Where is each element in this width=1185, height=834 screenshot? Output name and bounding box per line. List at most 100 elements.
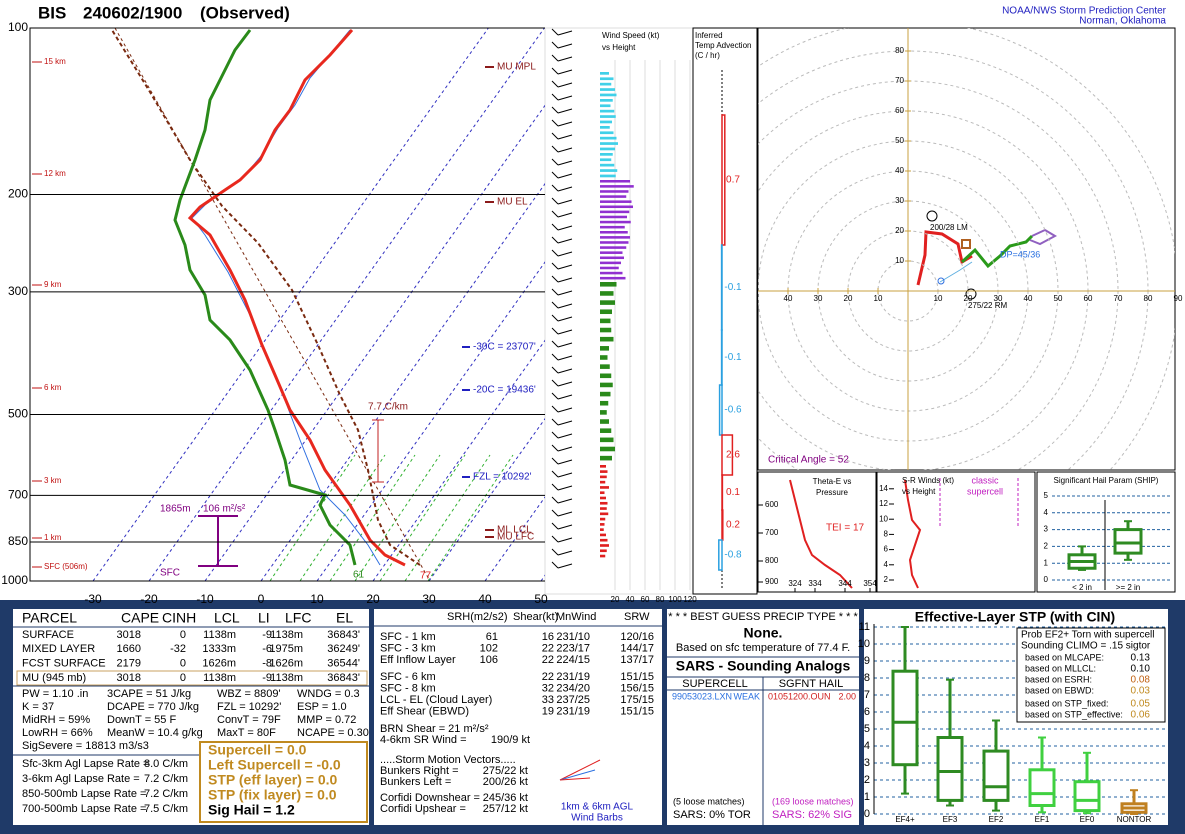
barb — [557, 277, 573, 283]
label: 1333m — [202, 643, 236, 655]
barb — [557, 355, 573, 361]
ship-tick: 2 — [1044, 542, 1049, 551]
label: SARS: 62% SIG — [772, 809, 852, 821]
label: Shear(kt) — [513, 611, 558, 623]
label: SRW — [624, 611, 650, 623]
temp-tick-label: 30 — [422, 592, 436, 606]
isotherm — [260, 182, 545, 581]
label: 120/16 — [620, 631, 654, 643]
speed-bar — [600, 276, 626, 280]
label: 22 — [542, 654, 554, 666]
barb — [557, 121, 573, 127]
label: -8 — [262, 658, 272, 670]
label: Theta-E vs — [813, 477, 852, 486]
advection-label: -0.1 — [724, 352, 742, 363]
label: 7.7 C/km — [368, 402, 408, 413]
barb — [557, 407, 573, 413]
label: ConvT = 79F — [217, 714, 281, 726]
temp-tick-label: -20 — [140, 592, 158, 606]
temp-tick-label: 50 — [534, 592, 548, 606]
label: Temp Advection — [695, 41, 751, 50]
speed-bar — [600, 180, 630, 183]
speed-bar — [600, 82, 612, 86]
hodo-x-tick: 90 — [1174, 294, 1183, 303]
label: 1km & 6km AGL — [561, 802, 634, 813]
stp-box — [982, 749, 1010, 802]
label: 175/15 — [620, 694, 654, 706]
stp-tick: 0 — [864, 808, 870, 820]
barb — [557, 147, 573, 153]
label: 144/17 — [620, 642, 654, 654]
speed-tick-label: 100 — [668, 595, 682, 604]
label: CINH — [162, 610, 196, 626]
label: 0.13 — [1131, 653, 1151, 664]
label: BIS — [38, 3, 66, 22]
label: based on MLCAPE: — [1025, 652, 1104, 662]
barb — [557, 329, 573, 335]
label: SGFNT HAIL — [779, 678, 844, 690]
mixing-line — [427, 454, 514, 581]
barb — [551, 548, 559, 556]
temp-tick-label: 20 — [366, 592, 380, 606]
barb — [557, 316, 573, 322]
stp-tick: 3 — [864, 757, 870, 769]
label: 22 — [542, 642, 554, 654]
barb — [551, 353, 559, 361]
stp-tick: 2 — [864, 774, 870, 786]
speed-bar — [600, 507, 607, 510]
label: DP=45/36 — [1000, 249, 1040, 259]
barb — [551, 327, 559, 335]
label: LCL — [214, 610, 240, 626]
speed-bar — [600, 77, 614, 81]
parcel-trace — [111, 29, 421, 566]
dp-marker — [937, 277, 945, 285]
speed-bar — [600, 533, 606, 537]
speed-bar — [600, 136, 617, 140]
vector — [559, 777, 591, 781]
advection-label: -0.1 — [724, 282, 742, 293]
speed-bar — [600, 465, 606, 468]
barb — [557, 537, 573, 543]
label: 237/25 — [556, 694, 590, 706]
stp-tick: 11 — [859, 621, 870, 633]
barb — [557, 199, 573, 205]
label: MnWind — [556, 611, 596, 623]
label: 99053023.LXN — [672, 691, 732, 701]
label: MU EL — [497, 197, 528, 208]
speed-bar — [600, 480, 606, 484]
speed-bar — [600, 131, 614, 135]
label: 1626m — [202, 658, 236, 670]
label: 9 km — [44, 280, 62, 289]
speed-bar — [600, 318, 611, 324]
hodo-x-tick: 10 — [874, 294, 883, 303]
barb — [551, 405, 559, 413]
mean-wind — [961, 239, 971, 249]
label: 36249' — [327, 643, 360, 655]
advection-label: 0.7 — [726, 175, 740, 186]
barb — [551, 210, 559, 218]
label: 223/17 — [556, 642, 590, 654]
label: 33 — [542, 694, 554, 706]
barb — [551, 509, 559, 517]
label: 7.5 C/km — [144, 803, 188, 815]
label: Wind Speed (kt) — [602, 31, 660, 40]
label: MU (945 mb) — [22, 672, 86, 684]
label: NOAA/NWS Storm Prediction Center — [1002, 6, 1167, 17]
barb — [551, 197, 559, 205]
label: 77 — [420, 571, 432, 582]
pressure-tick-label: 500 — [8, 407, 28, 421]
barb — [557, 550, 573, 556]
label: 0 — [180, 658, 186, 670]
label: MidRH = 59% — [22, 714, 90, 726]
advection-bar — [721, 114, 726, 246]
speed-bar — [600, 549, 607, 553]
pressure-tick-label: 200 — [8, 187, 28, 201]
label: SFC - 1 km — [380, 631, 436, 643]
hodo-x-tick: 80 — [1144, 294, 1153, 303]
speed-bar — [600, 225, 625, 229]
barb — [551, 483, 559, 491]
label: MaxT = 80F — [217, 727, 276, 739]
ship-tick: 4 — [1044, 508, 1049, 517]
label: Critical Angle = 52 — [768, 455, 849, 466]
speed-bar — [600, 327, 612, 333]
